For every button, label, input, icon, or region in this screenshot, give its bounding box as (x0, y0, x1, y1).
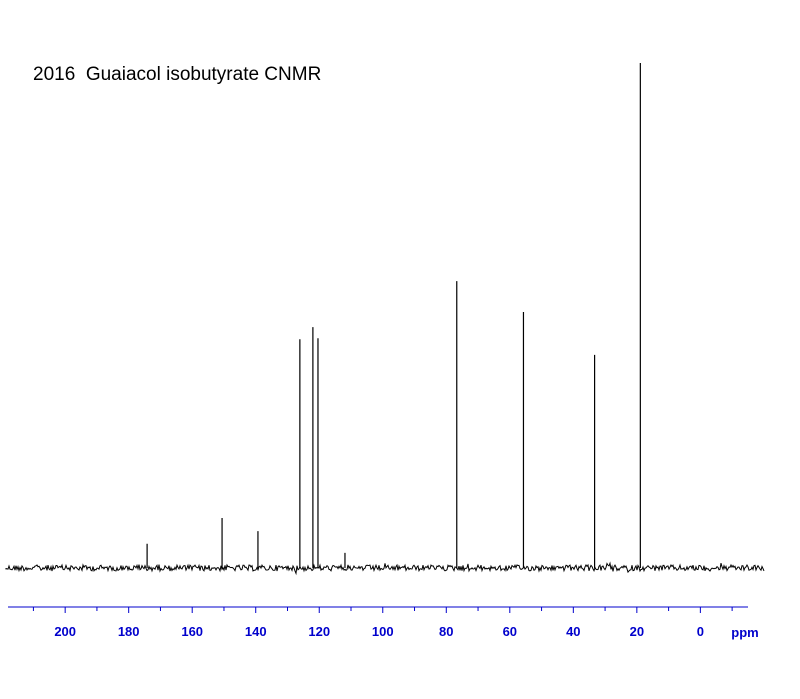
x-tick-label: 160 (181, 624, 203, 639)
x-tick-label: 60 (503, 624, 517, 639)
x-tick-label: 100 (372, 624, 394, 639)
x-tick-label: 140 (245, 624, 267, 639)
x-tick-label: 120 (308, 624, 330, 639)
x-tick-label: 180 (118, 624, 140, 639)
x-tick-label: 200 (54, 624, 76, 639)
chart-title: 2016 Guaiacol isobutyrate CNMR (33, 64, 321, 85)
x-tick-label: 20 (630, 624, 644, 639)
baseline-noise (5, 561, 765, 576)
x-axis-label: ppm (731, 625, 758, 640)
x-tick-label: 40 (566, 624, 580, 639)
x-tick-label: 0 (697, 624, 704, 639)
x-tick-label: 80 (439, 624, 453, 639)
